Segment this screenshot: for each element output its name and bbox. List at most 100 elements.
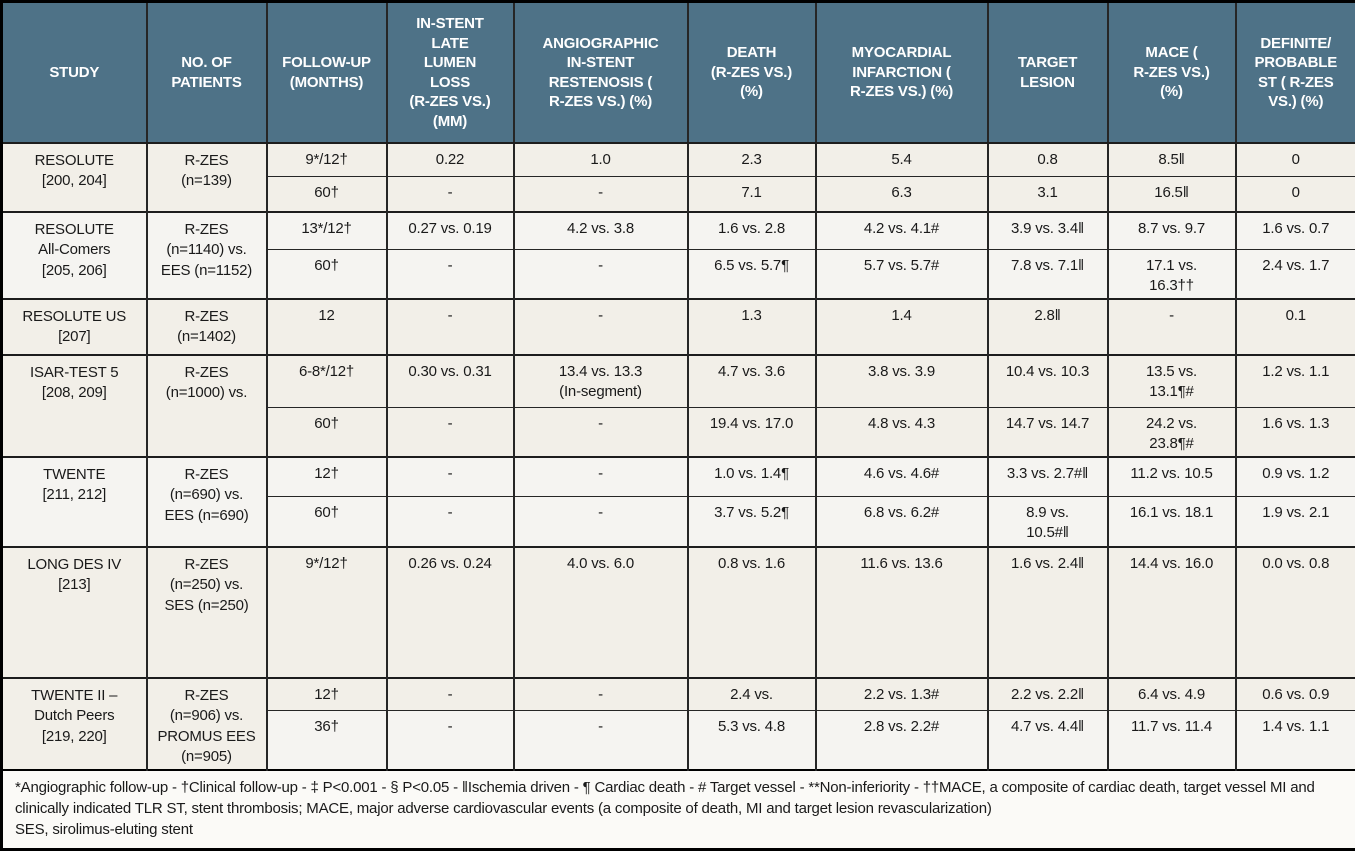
cell-followup: 60† xyxy=(267,407,387,457)
cell-death: 2.3 xyxy=(688,143,816,176)
cell-followup: 12† xyxy=(267,457,387,496)
cell-mace: 16.5‖ xyxy=(1108,176,1236,212)
cell-restenosis: - xyxy=(514,496,688,547)
column-header-restenosis: ANGIOGRAPHIC IN-STENT RESTENOSIS ( R-ZES… xyxy=(514,2,688,144)
cell-followup: 60† xyxy=(267,249,387,299)
cell-myocardial-infarction: 6.3 xyxy=(816,176,988,212)
cell-restenosis: - xyxy=(514,678,688,710)
cell-mace: 14.4 vs. 16.0 xyxy=(1108,547,1236,678)
cell-followup: 12† xyxy=(267,678,387,710)
cell-st: 0.6 vs. 0.9 xyxy=(1236,678,1355,710)
cell-restenosis: 13.4 vs. 13.3 (In-segment) xyxy=(514,355,688,407)
cell-myocardial-infarction: 5.4 xyxy=(816,143,988,176)
cell-mace: 17.1 vs. 16.3†† xyxy=(1108,249,1236,299)
cell-mace: 16.1 vs. 18.1 xyxy=(1108,496,1236,547)
cell-target-lesion: 3.9 vs. 3.4‖ xyxy=(988,212,1108,249)
cell-restenosis: - xyxy=(514,457,688,496)
cell-st: 0.1 xyxy=(1236,299,1355,355)
column-header-target-lesion: TARGET LESION xyxy=(988,2,1108,144)
cell-followup: 36† xyxy=(267,710,387,770)
cell-mace: 11.2 vs. 10.5 xyxy=(1108,457,1236,496)
cell-restenosis: 4.0 vs. 6.0 xyxy=(514,547,688,678)
cell-late-lumen-loss: 0.27 vs. 0.19 xyxy=(387,212,514,249)
cell-followup: 60† xyxy=(267,496,387,547)
column-header-definite-probable-st: DEFINITE/ PROBABLE ST ( R-ZES VS.) (%) xyxy=(1236,2,1355,144)
footnote-text: *Angiographic follow-up - †Clinical foll… xyxy=(2,770,1355,850)
cell-st: 1.4 vs. 1.1 xyxy=(1236,710,1355,770)
cell-patients: R-ZES (n=690) vs. EES (n=690) xyxy=(147,457,267,547)
cell-target-lesion: 3.1 xyxy=(988,176,1108,212)
cell-restenosis: - xyxy=(514,176,688,212)
cell-study: LONG DES IV [213] xyxy=(2,547,147,678)
cell-target-lesion: 10.4 vs. 10.3 xyxy=(988,355,1108,407)
cell-followup: 6-8*/12† xyxy=(267,355,387,407)
column-header-myocardial-infarction: MYOCARDIAL INFARCTION ( R-ZES VS.) (%) xyxy=(816,2,988,144)
cell-late-lumen-loss: - xyxy=(387,299,514,355)
cell-death: 1.6 vs. 2.8 xyxy=(688,212,816,249)
cell-st: 1.2 vs. 1.1 xyxy=(1236,355,1355,407)
cell-st: 2.4 vs. 1.7 xyxy=(1236,249,1355,299)
cell-myocardial-infarction: 6.8 vs. 6.2# xyxy=(816,496,988,547)
cell-st: 1.6 vs. 1.3 xyxy=(1236,407,1355,457)
cell-target-lesion: 3.3 vs. 2.7#‖ xyxy=(988,457,1108,496)
cell-late-lumen-loss: - xyxy=(387,249,514,299)
table-row: RESOLUTE US [207] R-ZES (n=1402) 12 - - … xyxy=(2,299,1355,355)
cell-late-lumen-loss: - xyxy=(387,457,514,496)
cell-myocardial-infarction: 2.2 vs. 1.3# xyxy=(816,678,988,710)
table-row: RESOLUTE All-Comers [205, 206] R-ZES (n=… xyxy=(2,212,1355,249)
cell-mace: 13.5 vs. 13.1¶# xyxy=(1108,355,1236,407)
cell-mace: 8.7 vs. 9.7 xyxy=(1108,212,1236,249)
cell-restenosis: - xyxy=(514,710,688,770)
cell-late-lumen-loss: - xyxy=(387,407,514,457)
cell-myocardial-infarction: 11.6 vs. 13.6 xyxy=(816,547,988,678)
cell-mace: 11.7 vs. 11.4 xyxy=(1108,710,1236,770)
cell-restenosis: - xyxy=(514,299,688,355)
cell-death: 4.7 vs. 3.6 xyxy=(688,355,816,407)
cell-mace: 24.2 vs. 23.8¶# xyxy=(1108,407,1236,457)
cell-death: 0.8 vs. 1.6 xyxy=(688,547,816,678)
cell-myocardial-infarction: 4.8 vs. 4.3 xyxy=(816,407,988,457)
cell-late-lumen-loss: 0.26 vs. 0.24 xyxy=(387,547,514,678)
cell-late-lumen-loss: 0.30 vs. 0.31 xyxy=(387,355,514,407)
cell-death: 7.1 xyxy=(688,176,816,212)
column-header-patients: NO. OF PATIENTS xyxy=(147,2,267,144)
cell-death: 6.5 vs. 5.7¶ xyxy=(688,249,816,299)
cell-mace: 8.5‖ xyxy=(1108,143,1236,176)
cell-late-lumen-loss: - xyxy=(387,678,514,710)
cell-target-lesion: 2.2 vs. 2.2‖ xyxy=(988,678,1108,710)
cell-late-lumen-loss: - xyxy=(387,710,514,770)
column-header-mace: MACE ( R-ZES VS.) (%) xyxy=(1108,2,1236,144)
cell-patients: R-ZES (n=1000) vs. xyxy=(147,355,267,457)
table-row: TWENTE II – Dutch Peers [219, 220] R-ZES… xyxy=(2,678,1355,710)
cell-st: 0.9 vs. 1.2 xyxy=(1236,457,1355,496)
cell-restenosis: 1.0 xyxy=(514,143,688,176)
cell-target-lesion: 7.8 vs. 7.1‖ xyxy=(988,249,1108,299)
cell-restenosis: 4.2 vs. 3.8 xyxy=(514,212,688,249)
cell-restenosis: - xyxy=(514,407,688,457)
cell-myocardial-infarction: 3.8 vs. 3.9 xyxy=(816,355,988,407)
cell-st: 1.6 vs. 0.7 xyxy=(1236,212,1355,249)
column-header-late-lumen-loss: IN-STENT LATE LUMEN LOSS (R-ZES VS.) (MM… xyxy=(387,2,514,144)
cell-st: 1.9 vs. 2.1 xyxy=(1236,496,1355,547)
footnote-row: *Angiographic follow-up - †Clinical foll… xyxy=(2,770,1355,850)
cell-death: 19.4 vs. 17.0 xyxy=(688,407,816,457)
cell-patients: R-ZES (n=1140) vs. EES (n=1152) xyxy=(147,212,267,299)
cell-patients: R-ZES (n=250) vs. SES (n=250) xyxy=(147,547,267,678)
cell-followup: 13*/12† xyxy=(267,212,387,249)
table-row: ISAR-TEST 5 [208, 209] R-ZES (n=1000) vs… xyxy=(2,355,1355,407)
cell-late-lumen-loss: - xyxy=(387,176,514,212)
column-header-followup: FOLLOW-UP (MONTHS) xyxy=(267,2,387,144)
cell-death: 2.4 vs. xyxy=(688,678,816,710)
cell-late-lumen-loss: - xyxy=(387,496,514,547)
cell-target-lesion: 4.7 vs. 4.4‖ xyxy=(988,710,1108,770)
cell-study: TWENTE II – Dutch Peers [219, 220] xyxy=(2,678,147,770)
cell-myocardial-infarction: 5.7 vs. 5.7# xyxy=(816,249,988,299)
cell-st: 0 xyxy=(1236,143,1355,176)
cell-death: 1.3 xyxy=(688,299,816,355)
cell-myocardial-infarction: 4.6 vs. 4.6# xyxy=(816,457,988,496)
cell-target-lesion: 0.8 xyxy=(988,143,1108,176)
cell-patients: R-ZES (n=906) vs. PROMUS EES (n=905) xyxy=(147,678,267,770)
cell-myocardial-infarction: 4.2 vs. 4.1# xyxy=(816,212,988,249)
cell-target-lesion: 2.8‖ xyxy=(988,299,1108,355)
